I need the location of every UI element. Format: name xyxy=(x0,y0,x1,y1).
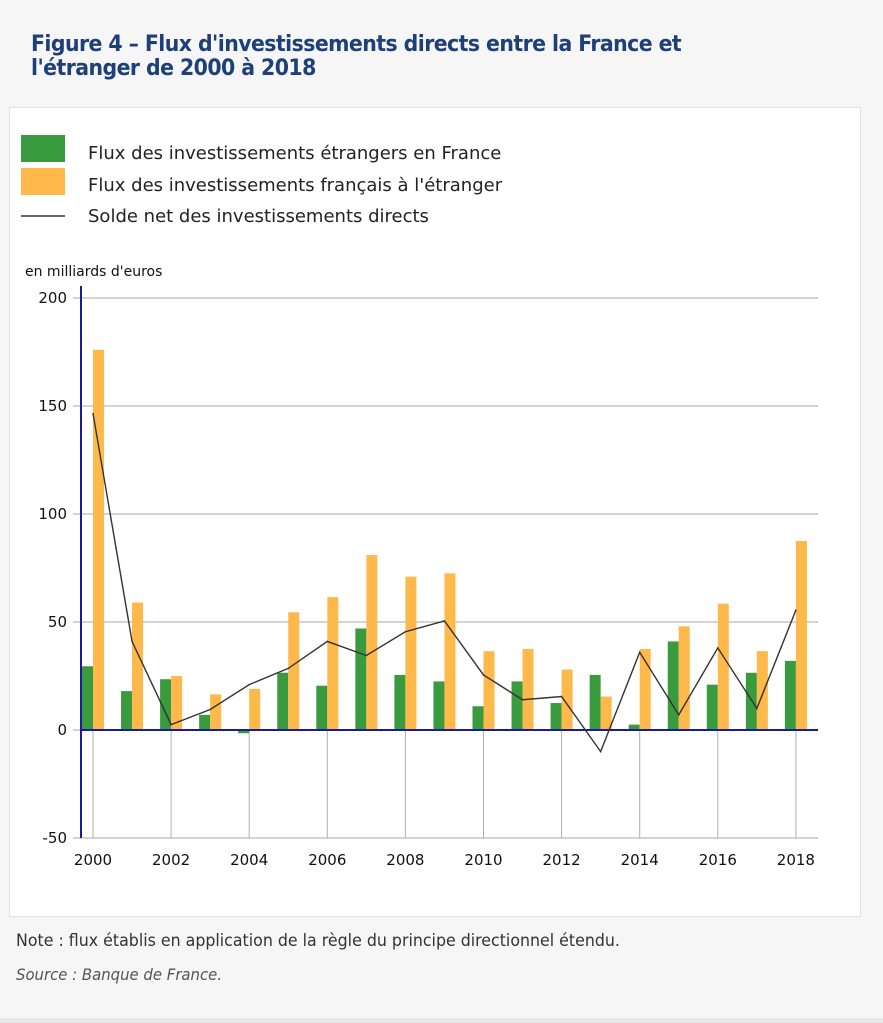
bar-french-abroad xyxy=(288,612,300,730)
bar-foreign-in-france xyxy=(355,628,367,730)
net-balance-point xyxy=(92,412,94,415)
y-axis-ticks: 200 150 100 50 0 -50 xyxy=(38,289,67,847)
net-balance-point xyxy=(638,651,641,654)
net-balance-point xyxy=(170,723,172,726)
x-tick-label: 2004 xyxy=(230,851,268,869)
y-axis-unit-label: en milliards d'euros xyxy=(25,264,162,280)
y-tick-label: 200 xyxy=(38,289,67,307)
net-balance-point xyxy=(717,647,719,649)
y-tick-label: 0 xyxy=(57,721,67,739)
bar-french-abroad xyxy=(522,649,534,730)
bar-french-abroad xyxy=(795,541,807,730)
gridlines xyxy=(73,297,818,839)
bar-french-abroad xyxy=(756,651,768,730)
net-balance-point xyxy=(365,654,368,657)
bars-french-abroad xyxy=(93,349,807,730)
x-tick-label: 2002 xyxy=(152,851,190,869)
x-tick-label: 2016 xyxy=(699,851,737,869)
bar-french-abroad xyxy=(210,694,222,730)
bar-french-abroad xyxy=(678,626,690,730)
bar-french-abroad xyxy=(132,602,144,730)
x-tick-label: 2006 xyxy=(308,851,346,869)
bar-french-abroad xyxy=(717,603,729,730)
bar-foreign-in-france xyxy=(277,672,289,730)
bar-french-abroad xyxy=(93,349,104,730)
bar-french-abroad xyxy=(405,576,417,730)
net-balance-point xyxy=(131,640,133,643)
bar-foreign-in-france xyxy=(121,691,133,730)
net-balance-point xyxy=(287,667,290,670)
figure-title: Figure 4 – Flux d'investissements direct… xyxy=(31,32,682,81)
bar-french-abroad xyxy=(639,649,651,730)
x-tick-label: 2014 xyxy=(621,851,659,869)
axes xyxy=(80,286,818,839)
bar-french-abroad xyxy=(600,696,612,730)
bars-foreign-in-france xyxy=(82,628,796,734)
net-balance-point xyxy=(795,609,797,611)
bar-foreign-in-france xyxy=(628,724,640,730)
legend: Flux des investissements étrangers en Fr… xyxy=(21,135,503,227)
net-balance-point xyxy=(404,630,407,633)
bar-french-abroad xyxy=(483,651,495,730)
bottom-divider xyxy=(0,1018,883,1023)
figure-note: Note : flux établis en application de la… xyxy=(16,931,620,951)
figure-source: Source : Banque de France. xyxy=(16,965,223,984)
bar-foreign-in-france xyxy=(82,666,93,730)
bar-foreign-in-france xyxy=(745,672,757,730)
net-balance-point xyxy=(248,683,250,686)
bar-french-abroad xyxy=(249,688,261,730)
legend-label-french-abroad: Flux des investissements français à l'ét… xyxy=(88,175,503,196)
net-balance-line-group xyxy=(92,412,797,754)
bar-french-abroad xyxy=(171,676,183,730)
bar-foreign-in-france xyxy=(394,674,406,730)
y-tick-label: 100 xyxy=(38,505,67,523)
net-balance-point xyxy=(521,698,524,701)
bar-foreign-in-france xyxy=(667,641,679,730)
x-tick-label: 2008 xyxy=(386,851,424,869)
bar-foreign-in-france xyxy=(589,674,601,730)
net-balance-point xyxy=(209,708,211,711)
bar-foreign-in-france xyxy=(160,679,172,730)
bar-foreign-in-france xyxy=(433,681,445,730)
net-balance-point xyxy=(326,640,329,643)
x-tick-label: 2012 xyxy=(543,851,581,869)
legend-label-foreign-in-france: Flux des investissements étrangers en Fr… xyxy=(88,143,501,164)
chart: Flux des investissements étrangers en Fr… xyxy=(21,135,818,869)
net-balance-point xyxy=(482,674,485,676)
net-balance-point xyxy=(599,750,602,753)
net-balance-point xyxy=(756,707,758,710)
x-axis-gridlines xyxy=(92,730,797,838)
net-balance-point xyxy=(560,695,563,698)
x-tick-label: 2018 xyxy=(777,851,815,869)
x-tick-label: 2000 xyxy=(74,851,112,869)
bar-foreign-in-france xyxy=(706,684,718,730)
chart-panel: Flux des investissements étrangers en Fr… xyxy=(9,107,861,917)
y-tick-label: 50 xyxy=(48,613,67,631)
bar-foreign-in-france xyxy=(784,660,796,730)
bar-foreign-in-france xyxy=(238,730,250,734)
bar-foreign-in-france xyxy=(550,703,562,730)
bar-foreign-in-france xyxy=(316,685,328,730)
y-tick-label: 150 xyxy=(38,397,67,415)
x-axis-ticks: 2000 2002 2004 2006 2008 2010 2012 2014 2016 2018 xyxy=(74,851,815,869)
bar-french-abroad xyxy=(444,573,456,730)
bar-french-abroad xyxy=(327,597,339,730)
legend-label-net-balance: Solde net des investissements directs xyxy=(88,206,429,227)
x-tick-label: 2010 xyxy=(464,851,502,869)
net-balance-point xyxy=(443,620,446,622)
legend-swatch-foreign-in-france xyxy=(21,135,65,162)
bar-foreign-in-france xyxy=(511,681,523,730)
bar-foreign-in-france xyxy=(199,714,211,730)
net-balance-point xyxy=(677,714,680,716)
bar-french-abroad xyxy=(366,555,378,730)
y-tick-label: -50 xyxy=(43,829,68,847)
legend-swatch-french-abroad xyxy=(21,168,65,195)
bar-foreign-in-france xyxy=(472,706,484,730)
bar-french-abroad xyxy=(561,669,573,730)
